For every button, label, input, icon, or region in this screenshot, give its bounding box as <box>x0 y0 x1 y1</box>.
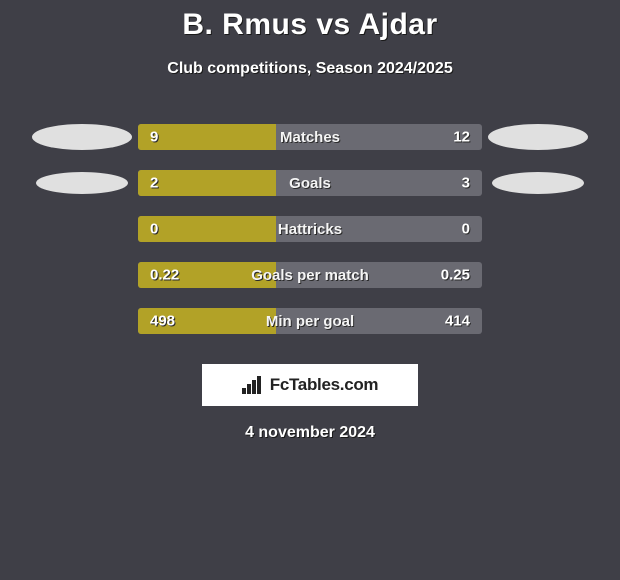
stat-value-left: 2 <box>150 175 158 192</box>
stat-value-right: 3 <box>462 175 470 192</box>
stat-bar: 00Hattricks <box>138 216 482 242</box>
right-badge-slot <box>482 124 594 150</box>
stat-bar-fill <box>138 124 276 150</box>
generated-date: 4 november 2024 <box>0 424 620 442</box>
stat-row: 23Goals <box>0 160 620 206</box>
watermark-badge: FcTables.com <box>202 364 418 406</box>
stat-row: 498414Min per goal <box>0 298 620 344</box>
stat-value-left: 498 <box>150 313 175 330</box>
stat-value-right: 0.25 <box>441 267 470 284</box>
stat-value-left: 0 <box>150 221 158 238</box>
team-badge-left <box>32 124 132 150</box>
page-title: B. Rmus vs Ajdar <box>0 0 620 42</box>
stat-row: 0.220.25Goals per match <box>0 252 620 298</box>
stat-bar: 0.220.25Goals per match <box>138 262 482 288</box>
stat-bar: 23Goals <box>138 170 482 196</box>
stat-bar-fill <box>138 216 276 242</box>
stat-value-right: 414 <box>445 313 470 330</box>
team-badge-right <box>488 124 588 150</box>
stat-value-left: 0.22 <box>150 267 179 284</box>
left-badge-slot <box>26 124 138 150</box>
stat-bar: 912Matches <box>138 124 482 150</box>
stat-row: 912Matches <box>0 114 620 160</box>
left-badge-slot <box>26 172 138 194</box>
stat-value-left: 9 <box>150 129 158 146</box>
stat-bar: 498414Min per goal <box>138 308 482 334</box>
stat-row: 00Hattricks <box>0 206 620 252</box>
team-badge-right <box>492 172 584 194</box>
stat-value-right: 12 <box>453 129 470 146</box>
bars-icon <box>242 376 264 394</box>
team-badge-left <box>36 172 128 194</box>
page-subtitle: Club competitions, Season 2024/2025 <box>0 60 620 78</box>
stat-bar-fill <box>138 170 276 196</box>
stat-value-right: 0 <box>462 221 470 238</box>
right-badge-slot <box>482 172 594 194</box>
comparison-chart: 912Matches23Goals00Hattricks0.220.25Goal… <box>0 114 620 344</box>
watermark-text: FcTables.com <box>270 375 379 395</box>
